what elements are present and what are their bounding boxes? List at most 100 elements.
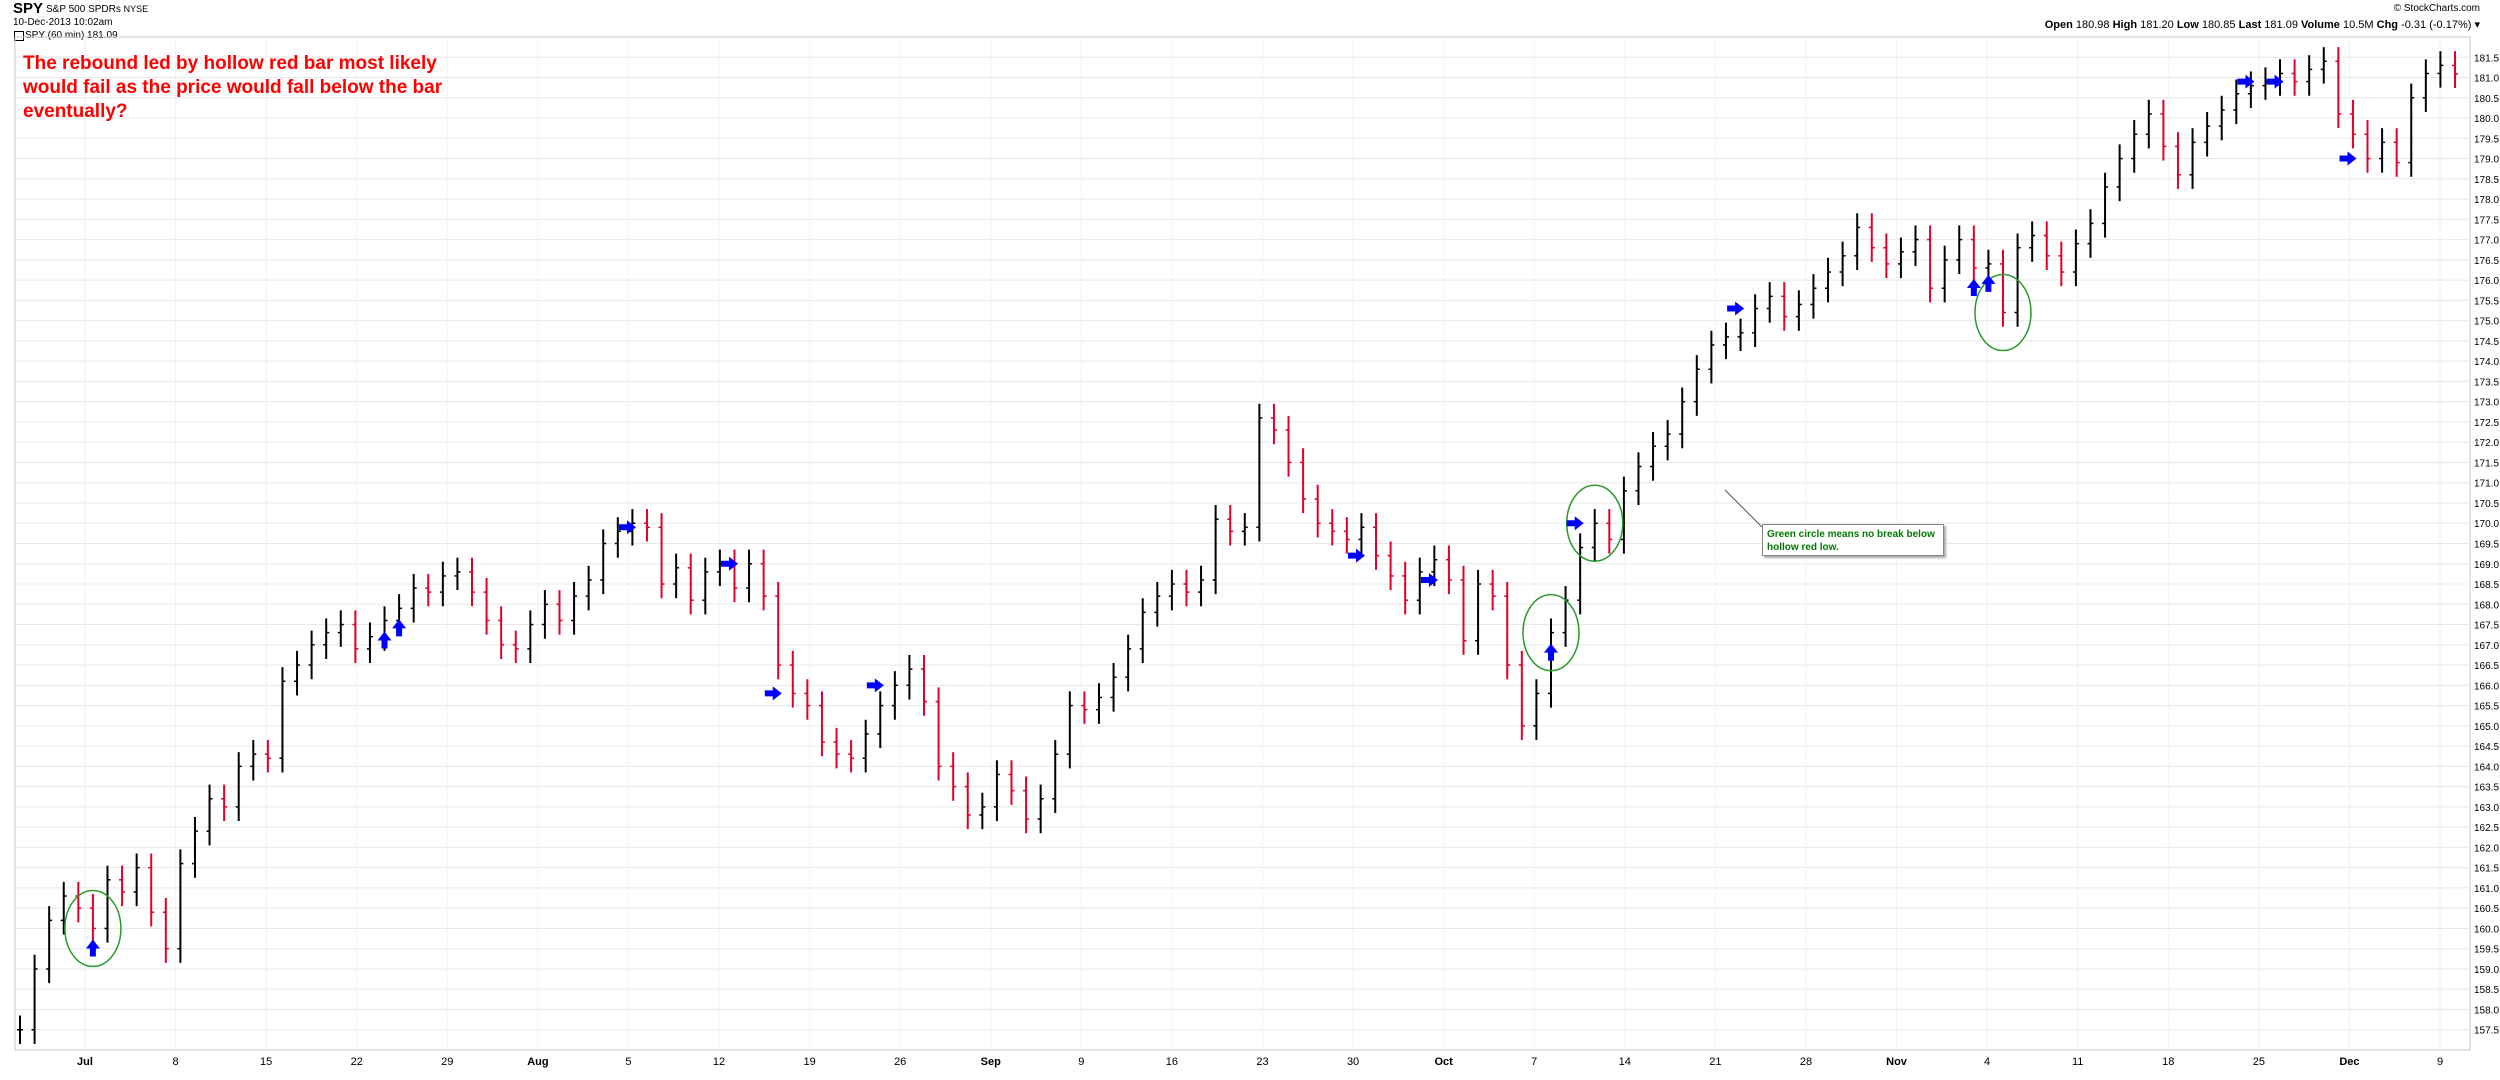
y-tick-label: 176.5 <box>2474 256 2499 267</box>
x-tick-label: 4 <box>1984 1056 1990 1068</box>
low-value: 180.85 <box>2201 19 2236 31</box>
series-checkbox[interactable] <box>14 31 24 41</box>
note-leader-line <box>1724 489 1763 528</box>
y-tick-label: 165.5 <box>2474 702 2499 713</box>
right-arrow-icon <box>2237 74 2255 89</box>
y-tick-label: 158.5 <box>2474 985 2499 996</box>
x-tick-label: 7 <box>1531 1056 1537 1068</box>
quote-stats: Open 180.98 High 181.20 Low 180.85 Last … <box>2045 18 2480 31</box>
right-arrow-icon <box>866 678 884 693</box>
up-arrow-icon <box>85 939 100 957</box>
x-tick-label: 21 <box>1709 1056 1721 1068</box>
y-tick-label: 162.5 <box>2474 823 2499 834</box>
last-label: Last <box>2238 19 2262 31</box>
right-arrow-icon <box>2339 151 2357 166</box>
x-tick-label: Nov <box>1886 1056 1908 1068</box>
x-tick-label: 9 <box>1078 1056 1084 1068</box>
x-tick-label: 11 <box>2072 1056 2083 1068</box>
x-tick-label: 12 <box>713 1056 725 1068</box>
y-tick-label: 178.5 <box>2474 175 2499 186</box>
chg-value: -0.31 (-0.17%) <box>2401 19 2472 31</box>
y-tick-label: 172.0 <box>2474 438 2499 449</box>
y-tick-label: 173.0 <box>2474 398 2499 409</box>
x-tick-label: 26 <box>894 1056 906 1068</box>
y-tick-label: 172.5 <box>2474 418 2499 429</box>
y-tick-label: 167.0 <box>2474 641 2499 652</box>
y-tick-label: 171.0 <box>2474 479 2499 490</box>
chart-date: 10-Dec-2013 10:02am <box>13 17 113 28</box>
y-tick-label: 158.0 <box>2474 1005 2499 1016</box>
high-value: 181.20 <box>2140 19 2174 31</box>
y-tick-label: 170.5 <box>2474 499 2499 510</box>
y-tick-label: 180.5 <box>2474 94 2499 105</box>
y-tick-label: 168.5 <box>2474 580 2499 591</box>
y-tick-label: 166.5 <box>2474 661 2499 672</box>
y-tick-label: 179.5 <box>2474 134 2499 145</box>
x-tick-label: Dec <box>2339 1056 2359 1068</box>
up-arrow-icon <box>1543 643 1558 661</box>
y-tick-label: 170.0 <box>2474 519 2499 530</box>
green-circle <box>1522 593 1580 672</box>
x-tick-label: 23 <box>1256 1056 1268 1068</box>
y-tick-label: 161.0 <box>2474 884 2499 895</box>
chevron-down-icon[interactable]: ▾ <box>2474 19 2480 31</box>
y-tick-label: 169.0 <box>2474 560 2499 571</box>
note-callout: Green circle means no break below hollow… <box>1762 524 1944 556</box>
y-tick-label: 179.0 <box>2474 155 2499 166</box>
y-tick-label: 164.0 <box>2474 762 2499 773</box>
y-tick-label: 165.0 <box>2474 722 2499 733</box>
x-tick-label: Sep <box>981 1056 1001 1068</box>
watermark: © StockCharts.com <box>2393 3 2480 14</box>
y-tick-label: 176.0 <box>2474 276 2499 287</box>
ticker-symbol: SPY <box>13 0 44 17</box>
y-tick-label: 164.5 <box>2474 742 2499 753</box>
right-arrow-icon <box>1727 301 1745 316</box>
last-value: 181.09 <box>2264 19 2298 31</box>
green-circle <box>64 889 122 968</box>
y-tick-label: 171.5 <box>2474 458 2499 469</box>
volume-label: Volume <box>2301 19 2340 31</box>
y-tick-label: 157.5 <box>2474 1026 2499 1037</box>
x-tick-label: Oct <box>1434 1056 1453 1068</box>
y-tick-label: 159.0 <box>2474 965 2499 976</box>
up-arrow-icon <box>1966 278 1981 296</box>
right-arrow-icon <box>2266 74 2284 89</box>
x-tick-label: 19 <box>803 1056 815 1068</box>
x-tick-label: 8 <box>173 1056 179 1068</box>
right-arrow-icon <box>1420 572 1438 587</box>
open-value: 180.98 <box>2075 19 2110 31</box>
y-tick-label: 174.0 <box>2474 357 2499 368</box>
up-arrow-icon <box>377 631 392 649</box>
x-tick-label: 25 <box>2253 1056 2265 1068</box>
note-text: Green circle means no break below hollow… <box>1767 529 1935 553</box>
y-tick-label: 174.5 <box>2474 337 2499 348</box>
y-tick-label: 163.0 <box>2474 803 2499 814</box>
y-tick-label: 166.0 <box>2474 681 2499 692</box>
y-tick-label: 159.5 <box>2474 945 2499 956</box>
chart-caption: The rebound led by hollow red bar most l… <box>23 53 443 122</box>
y-tick-label: 161.5 <box>2474 864 2499 875</box>
x-tick-label: Jul <box>77 1056 93 1068</box>
ticker-name: S&P 500 SPDRs NYSE <box>46 4 148 15</box>
x-tick-label: 14 <box>1619 1056 1631 1068</box>
right-arrow-icon <box>1566 516 1584 531</box>
low-label: Low <box>2176 19 2199 31</box>
y-tick-label: 168.0 <box>2474 600 2499 611</box>
x-tick-label: 18 <box>2162 1056 2174 1068</box>
y-tick-label: 162.0 <box>2474 843 2499 854</box>
y-tick-label: 175.5 <box>2474 296 2499 307</box>
right-arrow-icon <box>764 686 782 701</box>
y-tick-label: 167.5 <box>2474 621 2499 632</box>
open-label: Open <box>2044 19 2073 31</box>
high-label: High <box>2112 19 2138 31</box>
right-arrow-icon <box>721 556 739 571</box>
green-circle <box>1974 273 2032 352</box>
y-tick-label: 178.0 <box>2474 195 2499 206</box>
x-tick-label: 28 <box>1800 1056 1812 1068</box>
x-tick-label: 5 <box>625 1056 631 1068</box>
up-arrow-icon <box>392 619 407 637</box>
y-tick-label: 175.0 <box>2474 317 2499 328</box>
y-tick-label: 163.5 <box>2474 783 2499 794</box>
x-tick-label: Aug <box>527 1056 548 1068</box>
